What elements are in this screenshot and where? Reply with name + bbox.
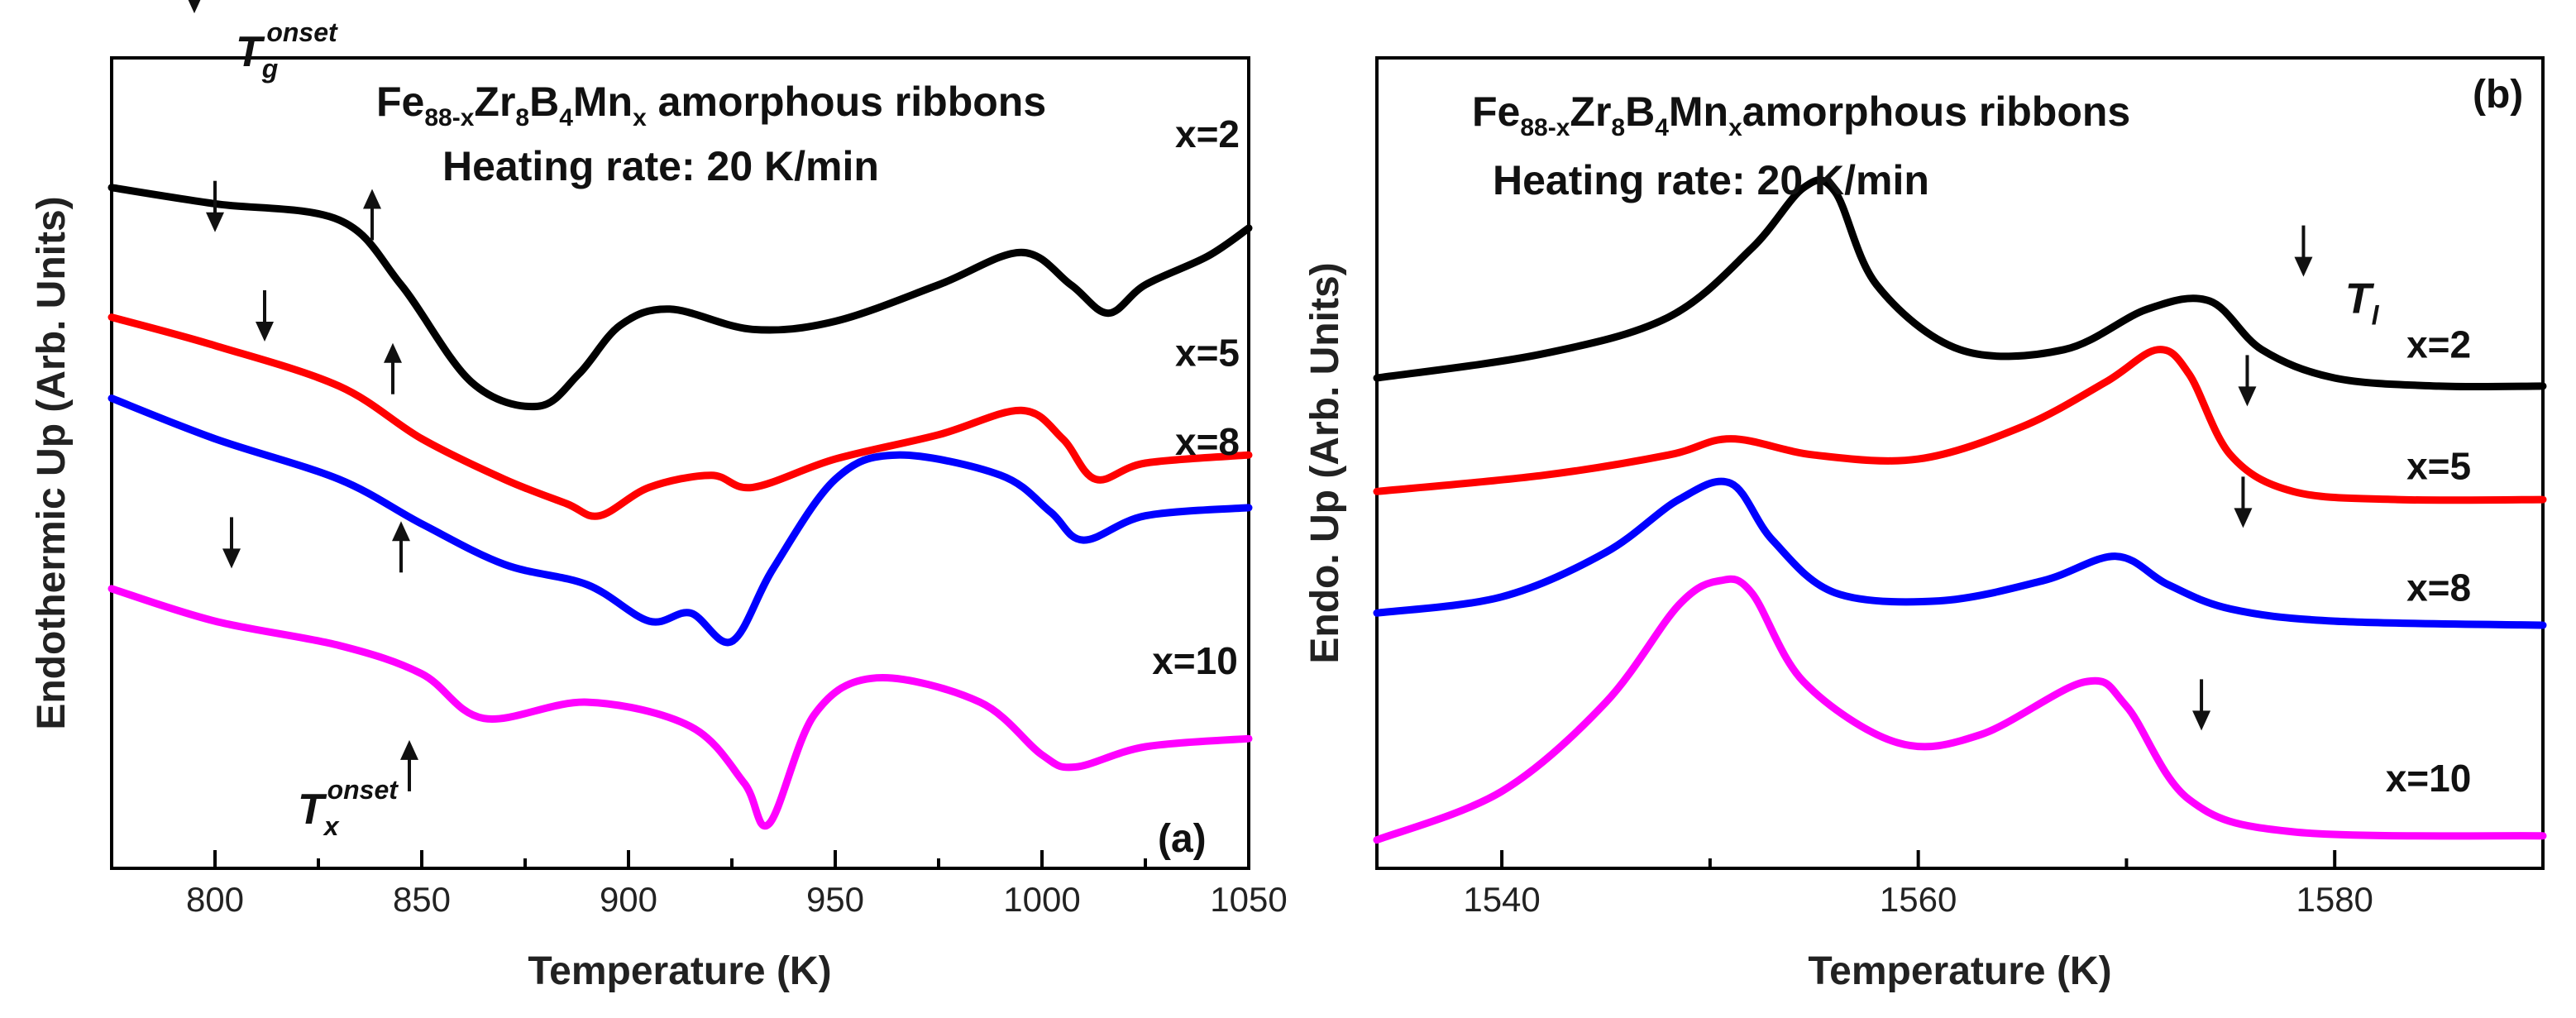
panel-a-curve-x8	[108, 394, 1253, 647]
panel-a-series-labels: x=2 x=5 x=8 x=10	[1152, 112, 1240, 682]
panel-b-x-tick-label: 1540	[1463, 880, 1540, 919]
panel-a-x-tick-label: 950	[806, 880, 864, 919]
panel-b-x-tick-label: 1580	[2296, 880, 2373, 919]
panel-b-series-label: x=5	[2406, 445, 2471, 488]
panel-b-arrow-down	[2294, 225, 2313, 277]
panel-a-series-label: x=2	[1175, 112, 1240, 155]
panel-a-x-tick-label: 1050	[1210, 880, 1287, 919]
panel-b-curve-x8	[1373, 477, 2547, 629]
panel-b-y-axis-label: Endo. Up (Arb. Units)	[1303, 262, 1347, 663]
panel-a-arrow-down	[222, 517, 241, 569]
panel-a-series-label: x=5	[1175, 331, 1240, 374]
panel-b-x-ticks: 1540 1560 1580	[1463, 850, 2545, 919]
panel-a-tag: (a)	[1158, 817, 1207, 861]
panel-a-title-line2: Heating rate: 20 K/min	[442, 143, 879, 189]
panel-b-arrow-down	[2238, 355, 2257, 407]
panel-a-chart: 800 850 900 950 1000 1050 x=2 x=5 x=8 x=10 Fe88-…	[30, 0, 1288, 993]
panel-a-x-tick-label: 900	[600, 880, 657, 919]
panel-a-arrow-down	[188, 0, 201, 14]
panel-b-curve-x2	[1373, 176, 2547, 391]
panel-b-curves	[1373, 176, 2547, 844]
panel-a-x-tick-label: 850	[393, 880, 451, 919]
panel-a-curve-x5	[108, 313, 1253, 520]
panel-b-x-tick-label: 1560	[1880, 880, 1957, 919]
panel-b-series-label: x=8	[2406, 566, 2471, 609]
panel-a-curve-x2	[108, 184, 1253, 411]
panel-b-arrow-down	[2234, 476, 2253, 528]
panel-b-chart: 1540 1560 1580 x=2 x=5 x=8 x=10 Fe88-xZr8B4Mn…	[1303, 56, 2547, 993]
panel-a-arrow-up	[384, 342, 402, 394]
panel-a-arrows	[188, 0, 418, 791]
panel-b-title-line2: Heating rate: 20 K/min	[1493, 157, 1929, 203]
panel-b-tag: (b)	[2473, 73, 2523, 117]
panel-a-title-line1: Fe88-xZr8B4Mnx amorphous ribbons	[376, 79, 1046, 131]
panel-b-series-labels: x=2 x=5 x=8 x=10	[2386, 323, 2472, 800]
panel-a-tg-onset-label: Tgonset	[236, 17, 338, 84]
panel-b-arrows	[2192, 225, 2313, 731]
panel-a-series-label: x=10	[1152, 639, 1238, 682]
panel-a-arrow-down	[206, 180, 224, 232]
panel-b-plot-frame	[1375, 56, 2545, 870]
panel-b-x-axis-label: Temperature (K)	[1808, 949, 2111, 993]
panel-a-arrow-up	[392, 521, 410, 573]
panel-a-arrow-down	[256, 290, 274, 342]
panel-a-series-label: x=8	[1175, 420, 1240, 463]
panel-a-tx-onset-label: Txonset	[298, 775, 399, 841]
panel-a-curves	[108, 184, 1253, 830]
panel-a-x-axis-label: Temperature (K)	[528, 949, 831, 993]
panel-a-plot-frame	[110, 56, 1250, 870]
panel-a-arrow-up	[363, 189, 381, 241]
panel-a-curve-x10	[108, 585, 1253, 830]
panel-b-arrow-down	[2192, 679, 2211, 731]
panel-b-curve-x10	[1373, 575, 2547, 844]
panel-a-x-tick-label: 800	[186, 880, 244, 919]
panel-b-series-label: x=10	[2386, 757, 2472, 800]
panel-b-tl-label: Tl	[2345, 275, 2380, 331]
panel-a-arrow-up	[400, 739, 418, 791]
panel-a-y-axis-label: Endothermic Up (Arb. Units)	[30, 196, 74, 729]
panel-b-series-label: x=2	[2406, 323, 2471, 366]
panel-b-title-line1: Fe88-xZr8B4Mnxamorphous ribbons	[1472, 88, 2130, 141]
panel-a-x-ticks: 800 850 900 950 1000 1050	[110, 850, 1288, 919]
panel-b-curve-x5	[1373, 346, 2547, 504]
panel-a-x-tick-label: 1000	[1003, 880, 1080, 919]
